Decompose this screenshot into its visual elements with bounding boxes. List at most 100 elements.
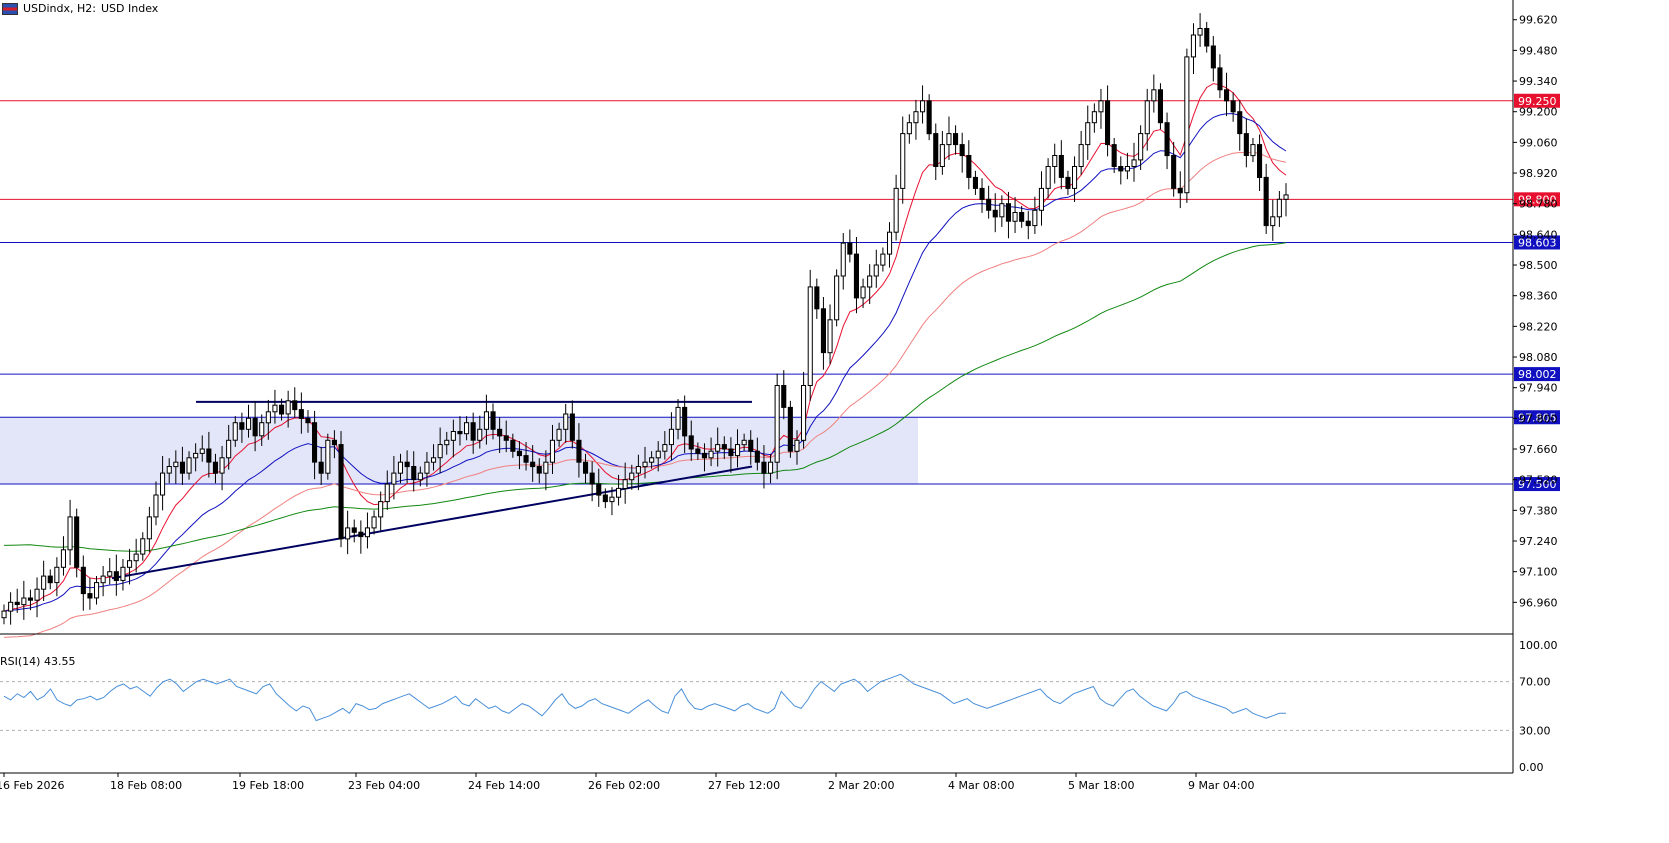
candle-bull (1098, 100, 1104, 113)
candle-bear (787, 406, 793, 452)
candle-bull (827, 319, 833, 354)
candle-bull (391, 472, 397, 485)
candle-bear (853, 253, 860, 299)
level-label-2: 98.603 (1518, 236, 1557, 249)
candle-bear (331, 439, 337, 446)
candle-bull (893, 187, 899, 233)
price-tick-label: 98.920 (1519, 167, 1558, 180)
level-tag-1 (1514, 192, 1560, 207)
candle-bear (986, 198, 992, 211)
candle-bull (477, 428, 483, 441)
candle-bear (318, 461, 324, 474)
candle-bear (1019, 212, 1025, 222)
price-tick-label: 98.640 (1519, 228, 1558, 241)
candle-bull (913, 111, 919, 124)
candle-bear (1025, 220, 1031, 227)
price-tick-label: 97.520 (1519, 474, 1558, 487)
candle-bull (946, 133, 952, 146)
candle-bear (583, 461, 589, 474)
candle-bull (1151, 89, 1157, 102)
horizontal-levels[interactable]: 99.250 98.800 98.603 98.002 97.805 97.500 (0, 93, 1560, 492)
candle-bull (556, 428, 562, 441)
candle-bear (576, 439, 582, 463)
candle-bull (120, 566, 126, 581)
candle-bull (1085, 122, 1091, 146)
candle-bull (563, 413, 569, 430)
candle-bull (939, 144, 945, 168)
candle-bear (1065, 176, 1071, 189)
candle-bear (1237, 111, 1243, 135)
candle-bull (483, 411, 489, 430)
candle-bear (14, 601, 20, 605)
ma_long-line (3, 242, 1287, 552)
candle-bear (113, 571, 119, 582)
price-tick-label: 99.200 (1519, 106, 1558, 119)
candle-bull (629, 472, 635, 481)
candle-bull (8, 601, 14, 612)
candle-bull (774, 385, 780, 463)
time-tick-label: 18 Feb 08:00 (110, 779, 182, 792)
time-tick-label: 5 Mar 18:00 (1068, 779, 1134, 792)
candle-bear (1224, 89, 1230, 102)
candle-bull (133, 553, 139, 562)
candle-bear (569, 413, 575, 441)
candle-bull (616, 487, 622, 498)
candle-bull (285, 400, 291, 415)
candle-bull (1032, 209, 1038, 227)
candle-bull (1052, 155, 1058, 167)
candle-bull (246, 417, 252, 430)
price-tick-label: 97.940 (1519, 382, 1558, 395)
candle-bull (94, 582, 100, 599)
consolidation-range-box[interactable] (0, 417, 918, 485)
candle-bull (186, 457, 192, 474)
candle-bear (74, 516, 80, 568)
candle-bear (1157, 89, 1164, 124)
candle-bear (959, 144, 965, 157)
candle-bear (602, 494, 608, 503)
candle-bear (682, 406, 688, 437)
candle-bear (503, 435, 509, 441)
candle-bear (1263, 176, 1269, 227)
candle-bull (668, 428, 675, 446)
candle-bear (305, 417, 311, 424)
candle-bear (688, 435, 694, 450)
candle-bull (107, 571, 113, 577)
price-tick-label: 98.080 (1519, 351, 1558, 364)
level-label-3: 98.002 (1518, 368, 1557, 381)
candle-bull (655, 450, 661, 459)
moving-averages (3, 83, 1287, 638)
candle-bull (1250, 144, 1256, 157)
candle-bull (1072, 166, 1078, 189)
candle-bull (325, 439, 331, 474)
candle-bear (589, 472, 595, 485)
candle-bull (160, 472, 166, 496)
time-tick-label: 4 Mar 08:00 (948, 779, 1014, 792)
candle-bull (609, 496, 615, 503)
level-tag-4 (1514, 410, 1560, 425)
candle-bear (1210, 45, 1216, 69)
candle-bull (543, 461, 549, 474)
candle-bull (60, 549, 67, 568)
candle-bull (887, 231, 893, 255)
candle-bull (801, 385, 807, 441)
candle-bear (1105, 100, 1111, 146)
candle-bull (345, 527, 351, 540)
candle-bull (437, 444, 443, 459)
candle-bull (272, 404, 278, 413)
usd-flag-icon (2, 2, 18, 15)
candle-bull (450, 431, 456, 441)
candle-bull (807, 286, 813, 386)
candle-bear (966, 155, 972, 178)
candle-bull (675, 406, 681, 430)
candle-bear (953, 133, 959, 146)
candle-bull (193, 452, 199, 459)
candle-bear (252, 417, 258, 437)
price-tick-label: 96.960 (1519, 596, 1558, 609)
candle-bull (735, 444, 741, 457)
candle-bear (748, 439, 754, 452)
candle-bull (834, 275, 840, 321)
price-tick-label: 97.240 (1519, 535, 1558, 548)
price-tick-label: 99.340 (1519, 75, 1558, 88)
level-label-4: 97.805 (1518, 411, 1557, 424)
